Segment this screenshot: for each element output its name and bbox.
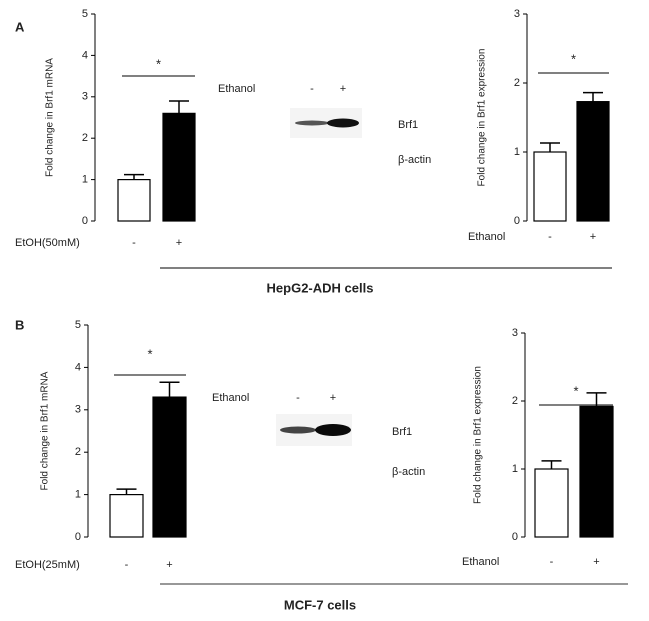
y-axis-label: Fold change in Brf1 mRNA	[45, 58, 56, 177]
y-tick-label: 2	[75, 446, 81, 458]
y-tick-label: 0	[514, 215, 520, 227]
bar	[534, 468, 569, 538]
y-tick-label: 3	[75, 404, 81, 416]
band-label: Brf1	[398, 119, 418, 131]
band	[280, 426, 316, 434]
annotation: *	[573, 383, 578, 398]
bar	[117, 179, 151, 222]
y-tick-label: 1	[512, 463, 518, 475]
blot-label: Ethanol	[218, 83, 255, 95]
x-tick-label: +	[176, 237, 182, 249]
annotation: *	[571, 51, 576, 66]
band	[327, 118, 359, 128]
y-tick-label: 3	[82, 91, 88, 103]
y-tick-label: 4	[82, 49, 88, 61]
band-label: Brf1	[392, 426, 412, 438]
x-tick-label: -	[132, 237, 136, 249]
y-axis-label: Fold change in Brf1 expression	[473, 366, 484, 504]
annotation: *	[156, 56, 161, 71]
bar	[533, 151, 567, 222]
y-tick-label: 3	[514, 8, 520, 20]
y-tick-label: 3	[512, 327, 518, 339]
x-axis-label: Ethanol	[462, 556, 499, 568]
y-tick-label: 4	[75, 361, 81, 373]
lane-label: -	[310, 83, 314, 95]
y-tick-label: 2	[514, 77, 520, 89]
bar	[576, 101, 610, 222]
band-label: β-actin	[398, 154, 431, 166]
y-tick-label: 1	[75, 489, 81, 501]
y-axis-label: Fold change in Brf1 mRNA	[40, 371, 51, 490]
x-axis-label: EtOH(50mM)	[15, 237, 80, 249]
blot-label: Ethanol	[212, 392, 249, 404]
lane-label: -	[296, 392, 300, 404]
bar	[579, 405, 614, 538]
y-tick-label: 0	[75, 531, 81, 543]
x-tick-label: -	[548, 231, 552, 243]
y-tick-label: 5	[82, 8, 88, 20]
lane-label: +	[340, 83, 346, 95]
y-tick-label: 2	[512, 395, 518, 407]
x-tick-label: -	[125, 559, 129, 571]
lane-label: +	[330, 392, 336, 404]
band	[295, 120, 329, 126]
x-tick-label: +	[590, 231, 596, 243]
x-tick-label: -	[550, 556, 554, 568]
bar	[162, 112, 196, 222]
y-tick-label: 5	[75, 319, 81, 331]
band	[315, 424, 351, 436]
bar	[109, 494, 144, 538]
band-label: β-actin	[392, 466, 425, 478]
x-axis-label: EtOH(25mM)	[15, 559, 80, 571]
y-tick-label: 2	[82, 132, 88, 144]
panel-label: A	[15, 19, 25, 34]
panel-label: B	[15, 317, 24, 332]
y-tick-label: 0	[512, 531, 518, 543]
x-tick-label: +	[166, 559, 172, 571]
x-tick-label: +	[593, 556, 599, 568]
annotation: *	[147, 346, 152, 361]
y-tick-label: 0	[82, 215, 88, 227]
caption: MCF-7 cells	[284, 597, 356, 612]
x-axis-label: Ethanol	[468, 231, 505, 243]
y-tick-label: 1	[514, 146, 520, 158]
y-tick-label: 1	[82, 174, 88, 186]
y-axis-label: Fold change in Brf1 expression	[477, 49, 488, 187]
caption: HepG2-ADH cells	[267, 280, 374, 295]
bar	[152, 396, 187, 538]
